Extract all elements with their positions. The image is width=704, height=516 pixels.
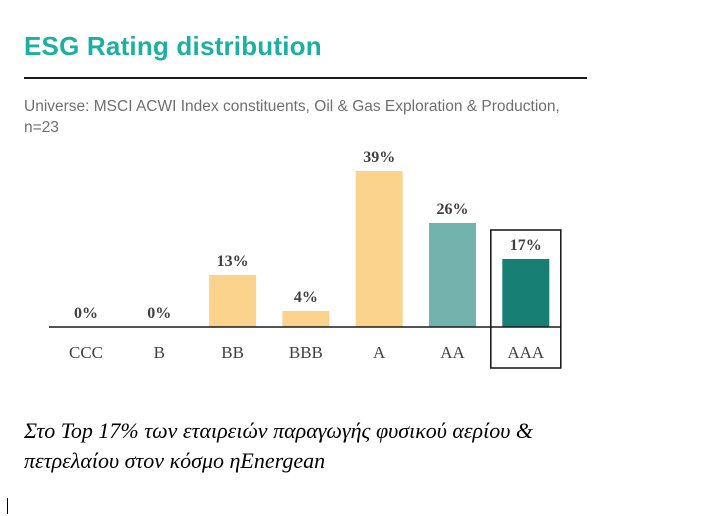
tick-label-bbb: BBB (289, 343, 323, 362)
bar-bbb (282, 311, 330, 327)
caption-line-2: πετρελαίου στον κόσμο ηEnergean (24, 448, 326, 473)
data-label-ccc: 0% (74, 305, 98, 322)
tick-label-ccc: CCC (69, 343, 103, 362)
data-label-bbb: 4% (294, 289, 318, 306)
data-label-a: 39% (363, 149, 395, 166)
bars-layer (209, 171, 550, 327)
data-label-bb: 13% (217, 253, 249, 270)
data-label-aa: 26% (437, 201, 469, 218)
chart-subtitle: Universe: MSCI ACWI Index constituents, … (24, 98, 560, 136)
data-label-b: 0% (147, 305, 171, 322)
bar-aaa (502, 259, 550, 327)
bar-bb (209, 275, 257, 327)
tick-label-bb: BB (221, 343, 244, 362)
caption-line-1: Στο Top 17% των εταιρειών παραγωγής φυσι… (24, 418, 533, 443)
highlight-frame (490, 229, 562, 369)
bar-chart: 0% 0%13%4%39%26%17% CCC B BB BBB A AA AAA (49, 149, 562, 369)
data-labels-layer: 0% 0% 13% 4% 39% 26% 17% (74, 149, 542, 322)
data-label-aaa: 17% (510, 237, 542, 254)
title-divider (24, 77, 587, 79)
tick-labels-layer: CCC B BB BBB A AA AAA (69, 343, 545, 362)
tick-label-a: A (373, 343, 386, 362)
caption-text: Στο Top 17% των εταιρειών παραγωγής φυσι… (24, 416, 684, 476)
text-cursor (7, 498, 8, 514)
tick-label-b: B (154, 343, 165, 362)
tick-label-aa: AA (440, 343, 465, 362)
bar-aa (429, 223, 476, 327)
tick-label-aaa: AAA (507, 343, 545, 362)
chart-title: ESG Rating distribution (24, 31, 322, 61)
bar-a (355, 171, 403, 327)
